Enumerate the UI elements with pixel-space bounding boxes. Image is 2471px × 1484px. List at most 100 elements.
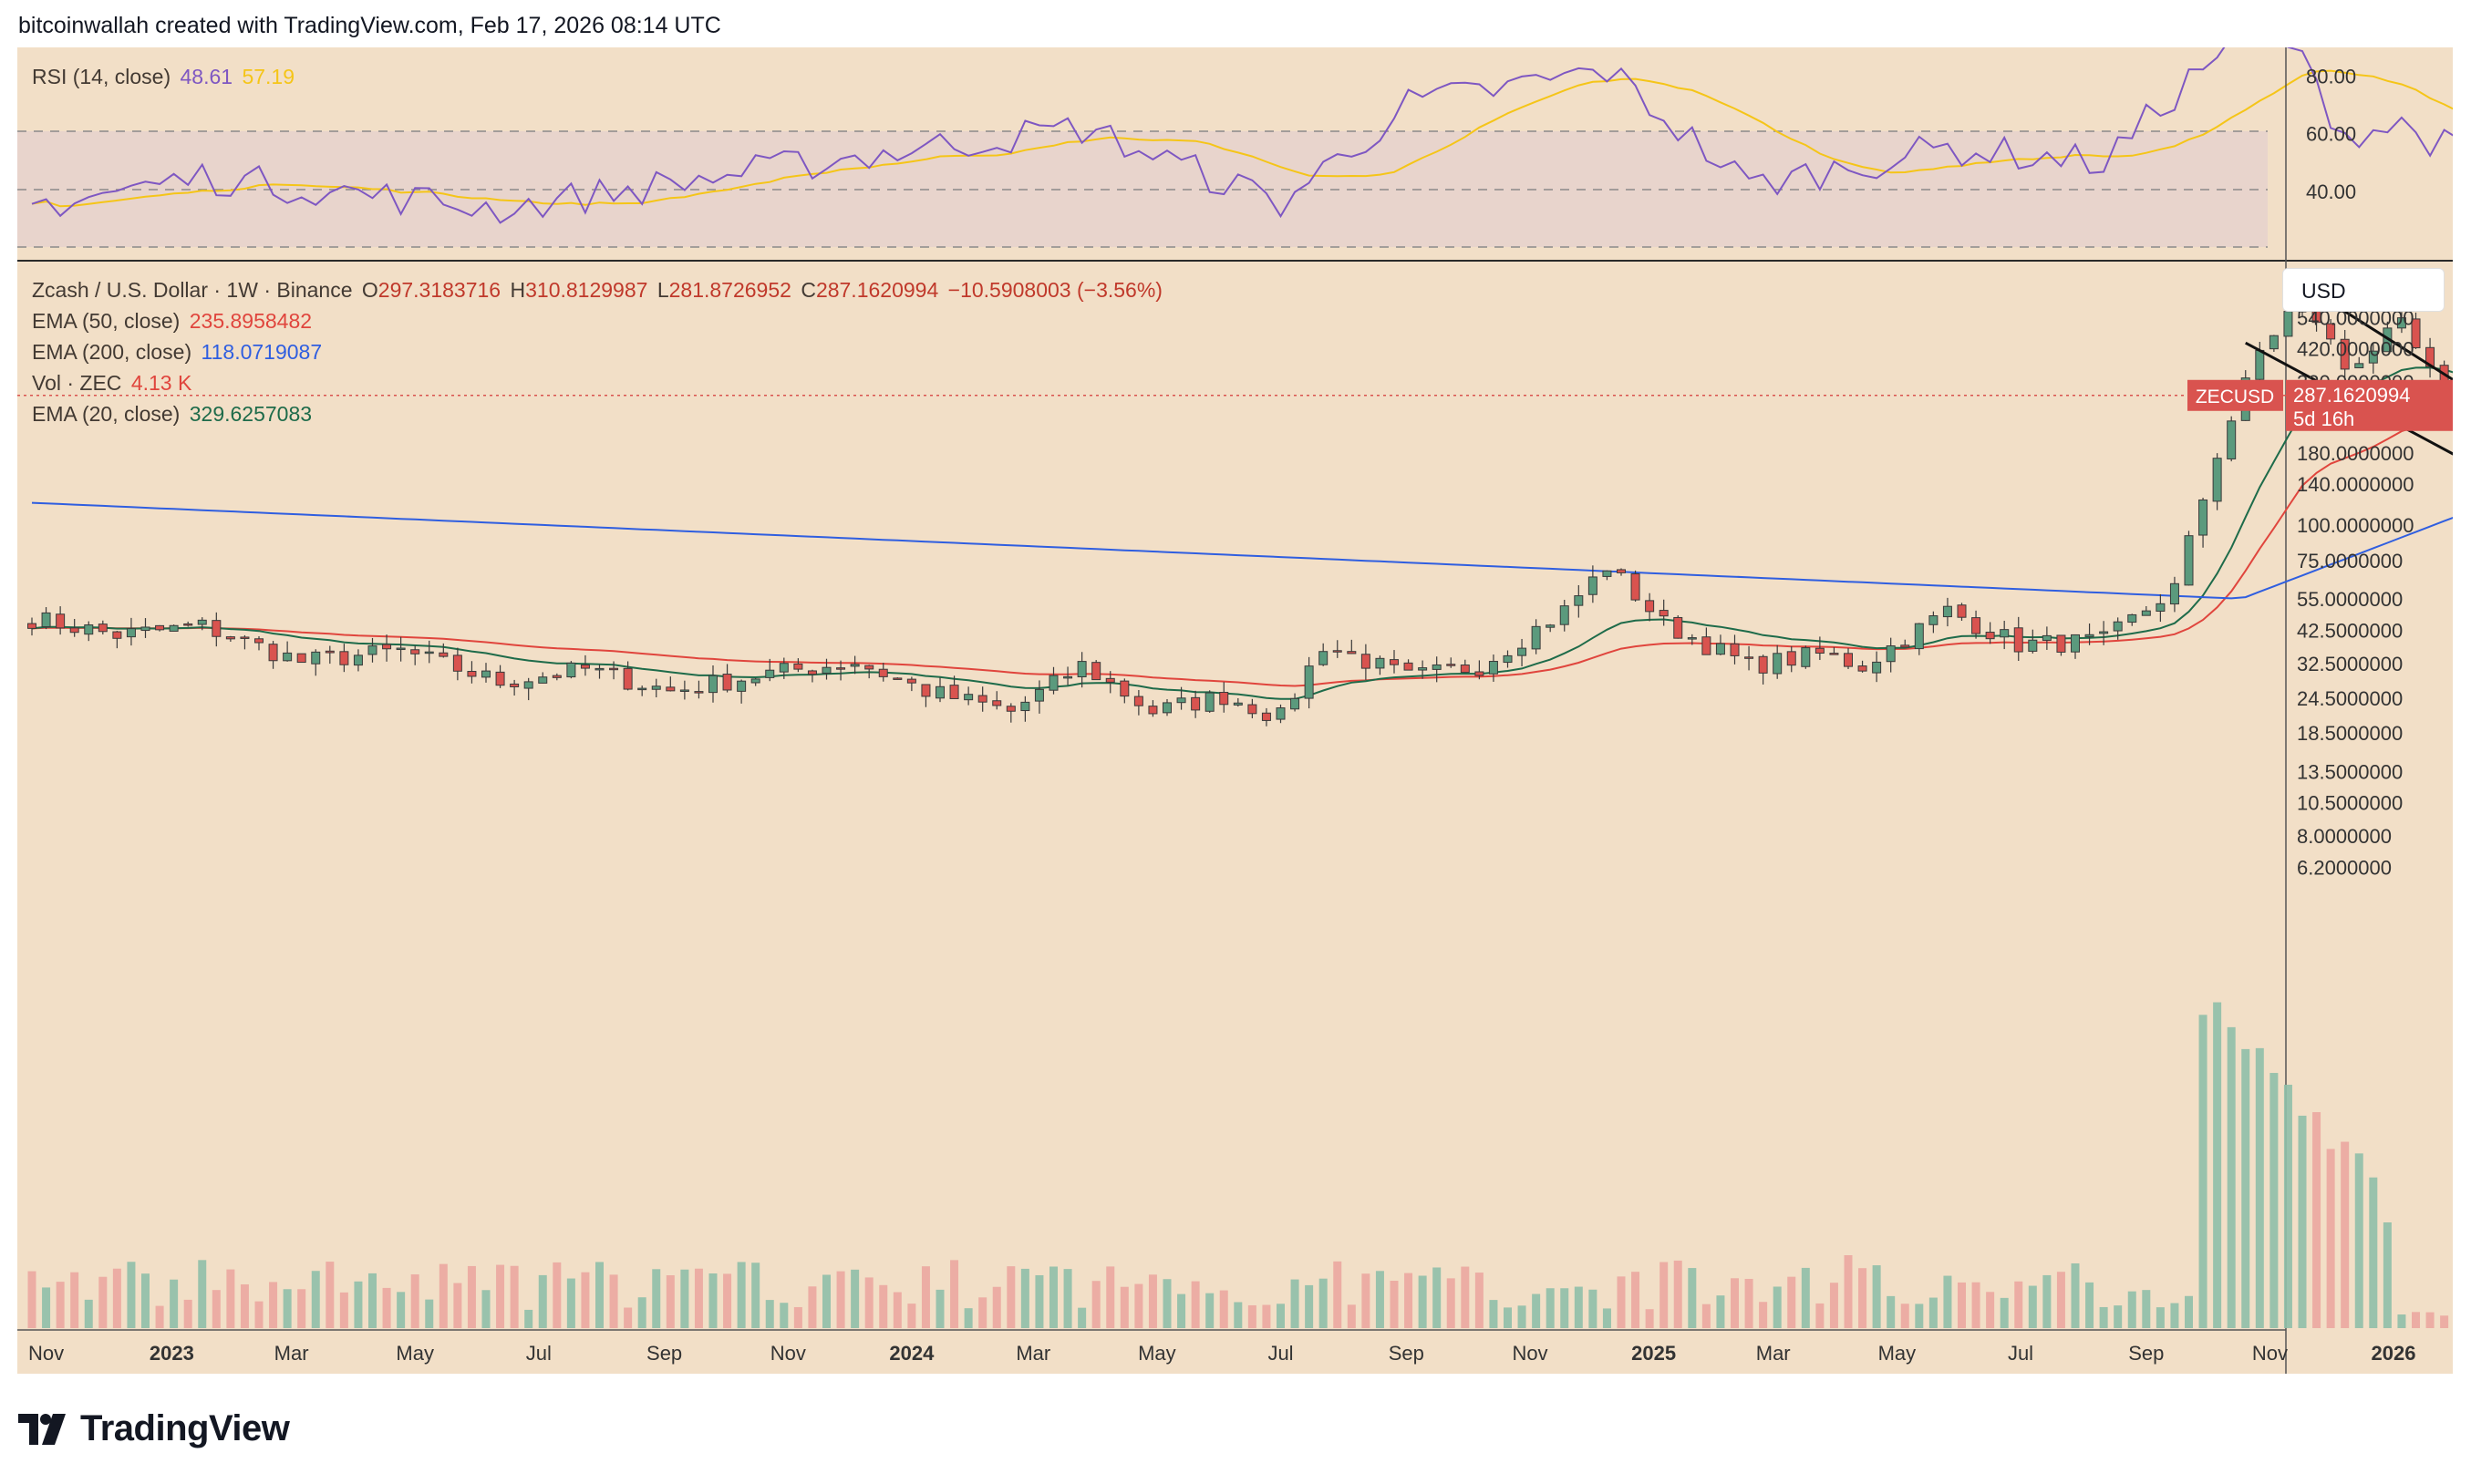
- candle-body: [1801, 647, 1811, 667]
- ema200-label[interactable]: EMA (200, close): [32, 340, 192, 364]
- candle-body: [197, 619, 207, 625]
- candle-body: [2099, 631, 2109, 634]
- candle-body: [1857, 665, 1867, 672]
- candle-body: [2326, 323, 2336, 340]
- volume-bar: [1631, 1272, 1640, 1328]
- price-tag-symbol: ZECUSD: [2196, 386, 2274, 407]
- candle-body: [1814, 647, 1825, 654]
- price-tag-price: 287.1620994: [2293, 384, 2410, 407]
- candle-body: [1900, 644, 1910, 648]
- candle-body: [240, 636, 250, 639]
- candle-body: [1120, 680, 1130, 697]
- ema50-value: 235.8958482: [189, 309, 313, 333]
- candle-body: [878, 668, 888, 677]
- volume-bar: [1035, 1274, 1044, 1328]
- legend-change: −10.5908003 (−3.56%): [947, 278, 1163, 302]
- volume-bar: [793, 1306, 802, 1328]
- currency-button[interactable]: USD: [2282, 268, 2445, 312]
- volume-bar: [496, 1264, 505, 1328]
- candle-body: [2212, 458, 2222, 502]
- rsi-line: [31, 47, 2453, 224]
- candle-body: [1673, 616, 1683, 639]
- volume-bar: [2425, 1312, 2435, 1328]
- time-tick-label: May: [1878, 1342, 1917, 1365]
- volume-bar: [2213, 1002, 2222, 1328]
- chart-area[interactable]: 700.0000000540.0000000420.0000000320.000…: [17, 47, 2453, 1374]
- volume-bar: [240, 1284, 249, 1328]
- volume-bar: [1277, 1304, 1285, 1328]
- volume-bar: [936, 1289, 945, 1328]
- volume-bar: [453, 1283, 462, 1328]
- volume-bar: [1078, 1307, 1087, 1328]
- candle-body: [779, 663, 789, 673]
- rsi-legend-ma-value: 57.19: [242, 65, 295, 88]
- candle-body: [2198, 499, 2208, 536]
- volume-bar: [851, 1269, 860, 1328]
- candle-body: [1446, 664, 1456, 666]
- candle-body: [1432, 664, 1442, 670]
- volume-bar: [1418, 1275, 1427, 1328]
- candle-body: [666, 686, 676, 692]
- chart-svg[interactable]: 700.0000000540.0000000420.0000000320.000…: [17, 47, 2453, 1374]
- price-tick-label: 42.5000000: [2297, 620, 2403, 643]
- candle-body: [793, 663, 803, 670]
- candle-body: [538, 676, 548, 684]
- price-tick-label: 420.0000000: [2297, 337, 2414, 360]
- candle-body: [1701, 636, 1711, 655]
- volume-bar: [1461, 1266, 1470, 1328]
- rsi-tick-label: 40.00: [2306, 180, 2356, 203]
- candle-body: [836, 667, 846, 670]
- candle-body: [367, 645, 377, 655]
- volume-bar: [2071, 1262, 2080, 1328]
- time-tick-label: Sep: [1389, 1342, 1424, 1365]
- volume-bar: [964, 1308, 973, 1328]
- volume-bar: [2028, 1285, 2037, 1328]
- time-tick-label: 2026: [2372, 1342, 2416, 1365]
- volume-bar: [183, 1299, 192, 1328]
- volume-bar: [1247, 1304, 1256, 1328]
- candle-body: [694, 691, 704, 694]
- volume-bar: [1390, 1281, 1399, 1328]
- time-tick-label: Nov: [770, 1342, 806, 1365]
- volume-bar: [2198, 1015, 2207, 1328]
- volume-bar: [1020, 1268, 1029, 1328]
- ema50-label[interactable]: EMA (50, close): [32, 309, 181, 333]
- candle-body: [523, 681, 533, 689]
- candle-body: [1347, 651, 1357, 654]
- candle-body: [1971, 617, 1981, 634]
- vol-label[interactable]: Vol · ZEC: [32, 371, 122, 395]
- candle-body: [2396, 317, 2406, 329]
- candle-body: [1133, 696, 1143, 706]
- candle-body: [765, 669, 775, 678]
- candle-body: [1687, 637, 1697, 640]
- tradingview-logo[interactable]: TradingView: [18, 1408, 290, 1449]
- candle-body: [1546, 624, 1556, 628]
- volume-bar: [1986, 1292, 1995, 1328]
- legend-symbol[interactable]: Zcash / U.S. Dollar · 1W · Binance: [32, 278, 353, 302]
- candle-body: [439, 652, 449, 657]
- volume-bar: [1872, 1265, 1881, 1328]
- price-tick-label: 6.2000000: [2297, 857, 2392, 880]
- legend-open-label: O: [361, 278, 378, 302]
- rsi-ma-line: [31, 69, 2453, 208]
- candle-body: [864, 665, 874, 670]
- candle-body: [183, 623, 193, 626]
- candle-layer: [27, 280, 2449, 727]
- candle-body: [1786, 651, 1796, 666]
- volume-bar: [2269, 1073, 2279, 1328]
- candle-body: [2028, 639, 2038, 652]
- volume-bar: [1262, 1304, 1271, 1328]
- ema20-label[interactable]: EMA (20, close): [32, 402, 181, 426]
- candle-body: [623, 667, 633, 690]
- volume-bar: [737, 1262, 746, 1328]
- candle-body: [1418, 667, 1428, 671]
- ema20-line: [31, 366, 2453, 700]
- candle-body: [396, 647, 406, 651]
- time-tick-label: Nov: [28, 1342, 64, 1365]
- candle-body: [609, 667, 619, 671]
- volume-bar: [70, 1272, 79, 1328]
- volume-bar: [56, 1282, 65, 1328]
- time-tick-label: Mar: [1756, 1342, 1791, 1365]
- candle-body: [750, 678, 760, 684]
- candle-body: [1474, 671, 1484, 676]
